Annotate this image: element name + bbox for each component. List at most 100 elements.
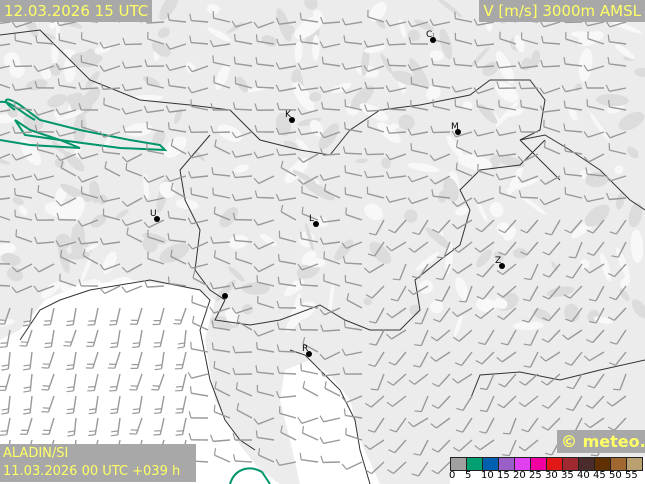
wind-barb <box>99 195 121 203</box>
wind-barb <box>173 307 187 325</box>
wind-barb <box>58 33 77 45</box>
wind-barb <box>479 373 495 391</box>
wind-barb <box>232 170 253 179</box>
wind-barb <box>367 241 385 257</box>
wind-barb <box>34 80 55 89</box>
legend-tick: 50 <box>609 470 622 481</box>
wind-barb <box>543 140 561 155</box>
wind-barb <box>388 219 407 234</box>
wind-barb <box>12 59 33 68</box>
wind-barb <box>151 373 165 391</box>
wind-barb <box>563 144 583 155</box>
wind-barb <box>102 208 121 221</box>
wind-barb <box>342 256 363 265</box>
wind-barb <box>276 38 297 47</box>
wind-barb <box>566 373 583 390</box>
wind-barb <box>518 190 539 199</box>
wind-barb <box>343 320 363 331</box>
wind-barb <box>346 292 363 309</box>
wind-barb <box>370 373 385 391</box>
legend-tick: 20 <box>513 470 526 481</box>
wind-barb <box>276 300 297 309</box>
wind-barb <box>146 143 165 155</box>
wind-barb <box>170 182 187 199</box>
wind-barb <box>608 143 627 155</box>
wind-barb <box>523 263 539 281</box>
wind-barb <box>432 219 451 234</box>
wind-barb <box>122 125 143 133</box>
wind-barb <box>498 219 517 234</box>
wind-barb <box>495 173 517 181</box>
wind-barb <box>408 241 429 253</box>
wind-barb <box>253 417 275 425</box>
wind-barb <box>502 417 517 435</box>
wind-barb <box>455 162 473 177</box>
wind-barb <box>78 82 99 90</box>
wind-barb <box>495 61 517 69</box>
wind-barb <box>473 129 495 137</box>
wind-barb <box>152 307 165 326</box>
wind-barb <box>475 219 495 233</box>
wind-barb <box>344 187 363 199</box>
wind-barb <box>518 395 539 408</box>
wind-barb <box>300 231 319 243</box>
city-dot <box>306 351 312 357</box>
wind-barb <box>187 241 209 250</box>
wind-barb <box>498 373 517 388</box>
wind-barb <box>37 185 55 199</box>
wind-barb <box>455 417 473 433</box>
wind-barb <box>517 175 539 183</box>
wind-barb <box>236 402 253 419</box>
wind-barb <box>364 104 385 112</box>
wind-barb <box>542 241 561 256</box>
city-dot <box>455 129 461 135</box>
wind-barb <box>392 263 407 281</box>
wind-barb <box>454 32 473 45</box>
wind-barb <box>583 64 605 72</box>
city-dot <box>289 117 295 123</box>
wind-barb <box>1 395 11 415</box>
wind-barb <box>541 35 561 45</box>
wind-barb <box>11 153 33 161</box>
wind-barb <box>232 433 253 441</box>
legend-tick: 55 <box>625 470 638 481</box>
wind-barb <box>189 13 209 23</box>
wind-barb <box>254 103 275 111</box>
wind-barb <box>146 121 165 133</box>
wind-barb <box>319 86 341 94</box>
wind-barb <box>611 241 627 258</box>
wind-barb <box>231 307 253 315</box>
city-label: Z <box>495 256 501 266</box>
wind-barb <box>432 99 451 111</box>
wind-barb <box>277 276 297 287</box>
wind-barb <box>0 21 11 25</box>
wind-barb <box>212 187 231 199</box>
wind-barb <box>583 131 605 138</box>
wind-barb <box>585 395 605 409</box>
wind-barb <box>55 108 77 116</box>
wind-barb <box>408 373 429 385</box>
wind-barb <box>407 20 429 28</box>
wind-barb <box>212 11 231 23</box>
wind-barb <box>57 78 77 89</box>
wind-barb <box>15 229 33 243</box>
wind-barb <box>0 197 11 200</box>
legend-swatch <box>610 457 627 471</box>
wind-barb <box>233 56 253 67</box>
wind-barb <box>320 455 341 464</box>
wind-barb <box>0 417 11 436</box>
wind-barb <box>344 99 363 111</box>
wind-barb <box>0 215 11 221</box>
wind-barb <box>473 149 495 158</box>
wind-barb <box>541 395 561 409</box>
wind-barb <box>411 263 429 279</box>
wind-barb <box>319 351 341 361</box>
wind-barb <box>191 295 209 309</box>
wind-barb <box>520 219 539 234</box>
wind-barb <box>59 273 77 287</box>
wind-barb <box>175 351 187 370</box>
wind-barb <box>143 175 165 184</box>
wind-barb <box>385 153 407 161</box>
wind-barb <box>407 175 429 183</box>
wind-barb <box>231 131 253 139</box>
